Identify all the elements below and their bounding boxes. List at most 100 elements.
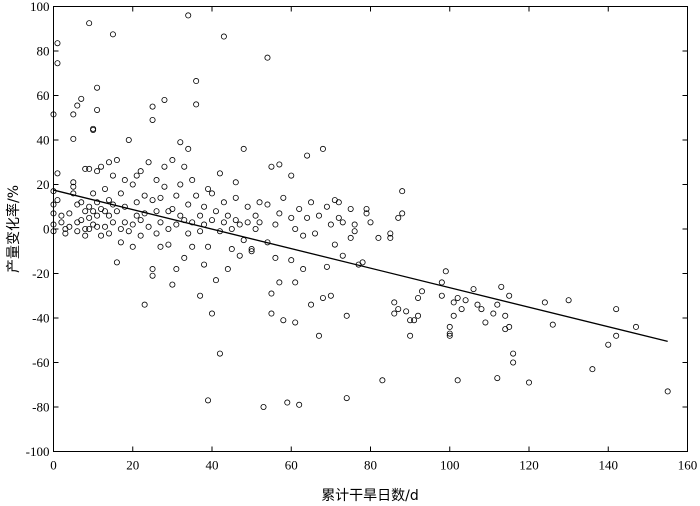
data-point [312, 230, 319, 237]
data-point [276, 161, 283, 168]
data-point [90, 125, 97, 132]
data-point [510, 350, 517, 357]
data-point [125, 136, 132, 143]
data-point [86, 20, 93, 27]
data-point [236, 221, 243, 228]
data-point [403, 308, 410, 315]
data-point [161, 183, 168, 190]
data-point [296, 205, 303, 212]
data-point [102, 208, 109, 215]
data-point [323, 203, 330, 210]
data-point [201, 261, 208, 268]
data-point [339, 219, 346, 226]
data-point [74, 102, 81, 109]
data-point [232, 179, 239, 186]
data-point [458, 306, 465, 313]
data-point [288, 214, 295, 221]
data-point [141, 192, 148, 199]
data-point [256, 219, 263, 226]
data-point [54, 60, 61, 67]
data-point [54, 170, 61, 177]
data-point [125, 228, 132, 235]
data-point [391, 299, 398, 306]
data-point [248, 248, 255, 255]
data-point [197, 212, 204, 219]
data-point [117, 190, 124, 197]
data-point [133, 199, 140, 206]
data-point [327, 292, 334, 299]
data-point [300, 232, 307, 239]
data-point [375, 234, 382, 241]
data-point [280, 194, 287, 201]
data-point [450, 299, 457, 306]
data-point [62, 230, 69, 237]
data-point [165, 208, 172, 215]
data-point [613, 332, 620, 339]
data-point [149, 266, 156, 273]
data-point [189, 243, 196, 250]
data-point [82, 232, 89, 239]
data-point [78, 217, 85, 224]
data-point [395, 214, 402, 221]
y-tick-label: 20 [37, 177, 50, 192]
data-point [300, 266, 307, 273]
data-point [189, 219, 196, 226]
data-point [54, 40, 61, 47]
data-point [315, 212, 322, 219]
data-point [470, 286, 477, 293]
data-point [331, 197, 338, 204]
data-point [363, 205, 370, 212]
data-point [185, 230, 192, 237]
x-axis-title: 累计干旱日数/d [321, 488, 419, 504]
data-point [74, 201, 81, 208]
data-point [220, 219, 227, 226]
data-point [189, 177, 196, 184]
data-point [220, 33, 227, 40]
data-point [411, 317, 418, 324]
data-point [121, 219, 128, 226]
data-point [343, 312, 350, 319]
data-point [193, 78, 200, 85]
data-point [296, 401, 303, 408]
data-point [220, 199, 227, 206]
data-point [54, 197, 61, 204]
data-point [462, 297, 469, 304]
data-point [197, 292, 204, 299]
data-point [335, 199, 342, 206]
data-point [50, 210, 57, 217]
data-point [319, 145, 326, 152]
data-point [446, 323, 453, 330]
data-point [442, 268, 449, 275]
data-point [66, 210, 73, 217]
data-point [105, 230, 112, 237]
data-point [185, 12, 192, 19]
y-tick-label: -60 [32, 355, 49, 370]
axis-ticks: 0 20 40 60 80 100 120 140 160 -100 -80 -60 -40 -20 0 20… [26, 0, 698, 473]
data-point [157, 219, 164, 226]
data-point [415, 294, 422, 301]
x-tick-label: 160 [678, 458, 698, 473]
data-point [205, 185, 212, 192]
data-point [407, 332, 414, 339]
data-point [212, 208, 219, 215]
data-point [240, 237, 247, 244]
data-point [407, 317, 414, 324]
data-point [94, 199, 101, 206]
y-tick-label: -100 [26, 444, 50, 459]
data-point [236, 252, 243, 259]
data-point [347, 234, 354, 241]
data-point [86, 165, 93, 172]
data-point [86, 203, 93, 210]
data-point [399, 210, 406, 217]
data-point [240, 145, 247, 152]
data-point [98, 232, 105, 239]
data-point [173, 266, 180, 273]
data-point [86, 225, 93, 232]
data-point [121, 177, 128, 184]
data-point [363, 210, 370, 217]
data-point [454, 294, 461, 301]
x-tick-label: 0 [50, 458, 57, 473]
data-point [339, 252, 346, 259]
data-point [129, 221, 136, 228]
